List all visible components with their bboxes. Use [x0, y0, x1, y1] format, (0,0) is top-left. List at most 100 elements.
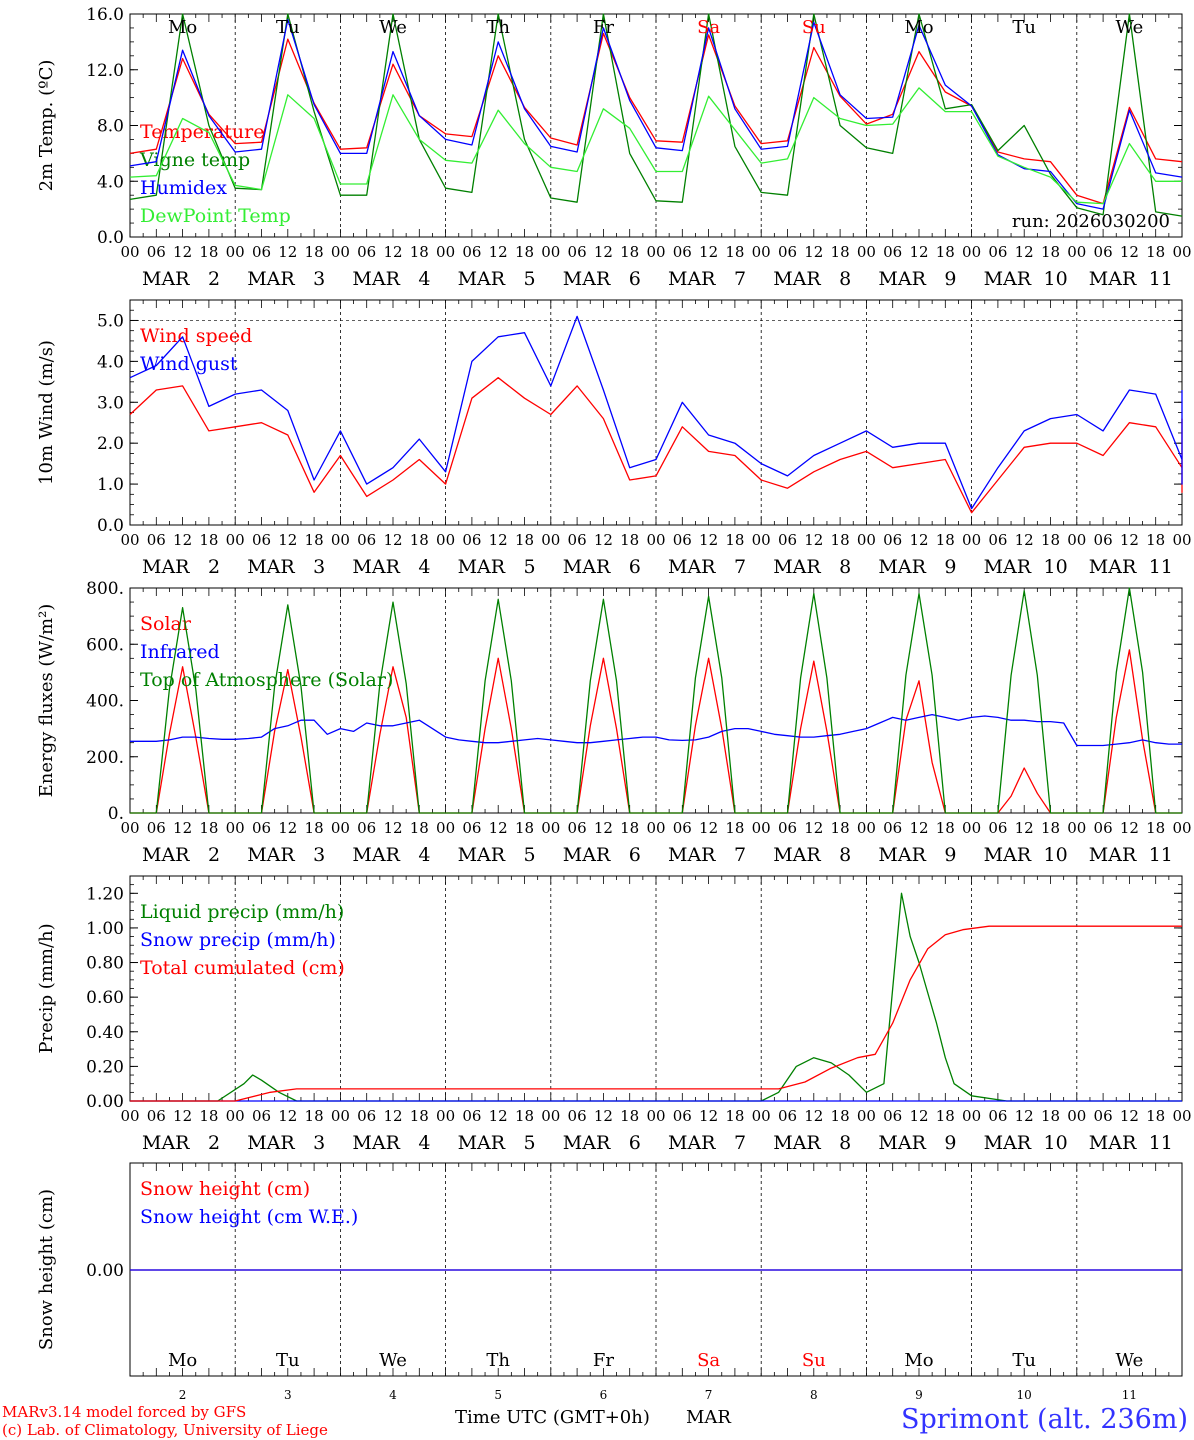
hour-tick-label: 06	[147, 1107, 166, 1125]
day-label: 4	[418, 844, 430, 866]
hour-tick-label: 06	[357, 531, 376, 549]
hour-tick-label: 12	[173, 1107, 192, 1125]
hour-tick-label: 18	[1146, 531, 1165, 549]
hour-tick-label: 06	[673, 243, 692, 261]
hour-tick-label: 12	[1015, 819, 1034, 837]
panel-wind: 0.0 1.0 2.0 3.0 4.0 5.0 10m Wind (m/s) Wind spe…	[36, 299, 1192, 578]
legend-entry: Wind speed	[140, 325, 252, 347]
y-tick-label: 800.	[86, 579, 124, 599]
hour-tick-label: 00	[120, 1107, 139, 1125]
day-label: 7	[734, 844, 746, 866]
hour-tick-label: 18	[725, 531, 744, 549]
hour-tick-label: 18	[305, 1107, 324, 1125]
hour-tick-label: 06	[673, 1107, 692, 1125]
day-label: 4	[418, 268, 430, 290]
legend-entry: Temperature	[140, 121, 264, 143]
day-number-label: 6	[600, 1388, 608, 1402]
series-line-temperature	[129, 32, 1183, 205]
month-label: MAR	[142, 556, 190, 578]
hour-tick-label: 06	[147, 243, 166, 261]
hour-tick-label: 06	[568, 243, 587, 261]
y-tick-label: 4.0	[97, 352, 124, 372]
month-label: MAR	[668, 268, 716, 290]
y-axis-label: 10m Wind (m/s)	[36, 340, 57, 485]
hour-tick-label: 06	[252, 1107, 271, 1125]
hour-tick-label: 06	[1094, 243, 1113, 261]
month-label: MAR	[1089, 556, 1137, 578]
y-axis-label: Energy fluxes (W/m²)	[36, 604, 57, 798]
hour-tick-label: 06	[883, 531, 902, 549]
y-tick-label: 2.0	[97, 434, 124, 454]
hour-tick-label: 06	[673, 819, 692, 837]
day-label: 6	[629, 844, 641, 866]
hour-tick-label: 18	[1041, 531, 1060, 549]
hour-tick-label: 18	[515, 243, 534, 261]
hour-tick-label: 12	[804, 531, 823, 549]
day-label: 5	[524, 556, 536, 578]
day-number-label: 9	[915, 1388, 923, 1402]
legend-entry: Snow precip (mm/h)	[140, 929, 336, 951]
hour-tick-label: 00	[752, 531, 771, 549]
hour-tick-label: 00	[541, 1107, 560, 1125]
hour-tick-label: 00	[857, 531, 876, 549]
hour-tick-label: 18	[831, 1107, 850, 1125]
month-label: MAR	[352, 1132, 400, 1154]
hour-tick-label: 12	[594, 1107, 613, 1125]
hour-tick-label: 12	[909, 1107, 928, 1125]
hour-tick-label: 18	[725, 819, 744, 837]
day-number-label: 3	[284, 1388, 292, 1402]
month-label: MAR	[352, 556, 400, 578]
month-label: MAR	[247, 268, 295, 290]
hour-tick-label: 12	[594, 531, 613, 549]
day-label: 6	[629, 268, 641, 290]
legend-entry: Wind gust	[140, 353, 238, 375]
hour-tick-label: 12	[383, 243, 402, 261]
month-label: MAR	[1089, 1132, 1137, 1154]
day-number-label: 8	[810, 1388, 818, 1402]
day-label: 2	[208, 268, 220, 290]
series-line-vigne-temp	[129, 13, 1183, 217]
day-label: 5	[524, 844, 536, 866]
y-axis-label: Snow height (cm)	[36, 1189, 57, 1350]
series-line-wind-speed	[129, 377, 1183, 514]
hour-tick-label: 12	[278, 243, 297, 261]
month-label: MAR	[984, 1132, 1032, 1154]
day-label: 5	[524, 268, 536, 290]
hour-tick-label: 06	[147, 819, 166, 837]
day-label: 10	[1044, 844, 1068, 866]
hour-tick-label: 12	[278, 819, 297, 837]
weekday-label: Mo	[904, 1350, 933, 1371]
y-tick-label: 12.0	[86, 61, 124, 81]
hour-tick-label: 06	[462, 531, 481, 549]
hour-tick-label: 06	[462, 243, 481, 261]
month-label: MAR	[773, 1132, 821, 1154]
hour-tick-label: 18	[515, 1107, 534, 1125]
month-label: MAR	[563, 268, 611, 290]
month-label: MAR	[563, 556, 611, 578]
day-label: 9	[944, 556, 956, 578]
y-tick-label: 1.00	[86, 919, 124, 939]
hour-tick-label: 12	[699, 1107, 718, 1125]
hour-tick-label: 12	[699, 531, 718, 549]
day-number-label: 10	[1017, 1388, 1032, 1402]
hour-tick-label: 12	[278, 531, 297, 549]
hour-tick-label: 18	[620, 819, 639, 837]
hour-tick-label: 00	[541, 819, 560, 837]
hour-tick-label: 00	[752, 1107, 771, 1125]
hour-tick-label: 18	[936, 531, 955, 549]
y-tick-label: 0.20	[86, 1057, 124, 1077]
hour-tick-label: 12	[1120, 243, 1139, 261]
footer: MARv3.14 model forced by GFS (c) Lab. of…	[2, 1403, 1188, 1439]
hour-tick-label: 00	[120, 531, 139, 549]
day-label: 5	[524, 1132, 536, 1154]
hour-tick-label: 06	[778, 1107, 797, 1125]
hour-tick-label: 12	[594, 243, 613, 261]
hour-tick-label: 18	[199, 531, 218, 549]
weekday-label: Tu	[276, 1350, 300, 1371]
hour-tick-label: 06	[883, 243, 902, 261]
day-number-label: 2	[179, 1388, 187, 1402]
hour-tick-label: 18	[1041, 243, 1060, 261]
hour-tick-label: 12	[594, 819, 613, 837]
month-label: MAR	[142, 844, 190, 866]
hour-tick-label: 00	[962, 531, 981, 549]
